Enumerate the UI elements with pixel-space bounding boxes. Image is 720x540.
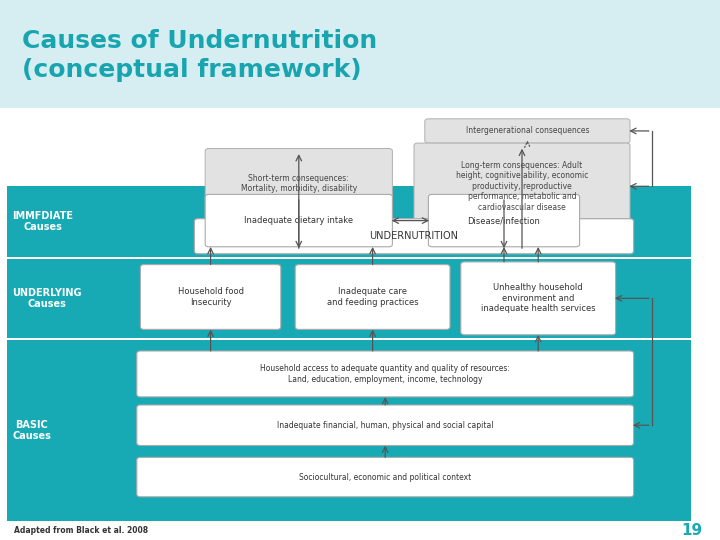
Text: Household access to adequate quantity and quality of resources:
Land, education,: Household access to adequate quantity an…	[260, 364, 510, 383]
Text: Inadequate financial, human, physical and social capital: Inadequate financial, human, physical an…	[277, 421, 493, 430]
Text: 19: 19	[681, 523, 702, 538]
FancyBboxPatch shape	[295, 265, 450, 329]
Text: BASIC
Causes: BASIC Causes	[12, 420, 51, 442]
Text: Long-term consequences: Adult
height, cognitive ability, economic
productivity, : Long-term consequences: Adult height, co…	[456, 161, 588, 212]
FancyBboxPatch shape	[425, 119, 630, 143]
Text: UNDERLYING
Causes: UNDERLYING Causes	[12, 287, 82, 309]
Bar	[7, 186, 691, 256]
FancyBboxPatch shape	[137, 405, 634, 446]
Bar	[7, 259, 691, 338]
Text: Short-term consequences:
Mortality, morbidity, disability: Short-term consequences: Mortality, morb…	[240, 174, 357, 193]
FancyBboxPatch shape	[137, 351, 634, 397]
Text: Intergenerational consequences: Intergenerational consequences	[466, 126, 589, 136]
Text: Causes of Undernutrition: Causes of Undernutrition	[22, 29, 377, 53]
Bar	[0, 0, 720, 108]
Bar	[7, 340, 691, 521]
Text: Disease/infection: Disease/infection	[467, 216, 541, 225]
Text: IMMFDIATE
Causes: IMMFDIATE Causes	[12, 211, 73, 232]
FancyBboxPatch shape	[137, 457, 634, 497]
FancyBboxPatch shape	[194, 219, 634, 254]
FancyBboxPatch shape	[461, 262, 616, 335]
Text: (conceptual framework): (conceptual framework)	[22, 58, 361, 82]
Text: UNDERNUTRITION: UNDERNUTRITION	[369, 231, 459, 241]
Text: Inadequate care
and feeding practices: Inadequate care and feeding practices	[327, 287, 418, 307]
Text: Inadequate dietary intake: Inadequate dietary intake	[244, 216, 354, 225]
Text: Adapted from Black et al. 2008: Adapted from Black et al. 2008	[14, 526, 148, 535]
Text: Unhealthy household
environment and
inadequate health services: Unhealthy household environment and inad…	[481, 284, 595, 313]
FancyBboxPatch shape	[205, 148, 392, 219]
FancyBboxPatch shape	[205, 194, 392, 247]
FancyBboxPatch shape	[414, 143, 630, 230]
FancyBboxPatch shape	[428, 194, 580, 247]
Text: Household food
Insecurity: Household food Insecurity	[178, 287, 243, 307]
Text: Sociocultural, economic and political context: Sociocultural, economic and political co…	[299, 472, 472, 482]
FancyBboxPatch shape	[140, 265, 281, 329]
